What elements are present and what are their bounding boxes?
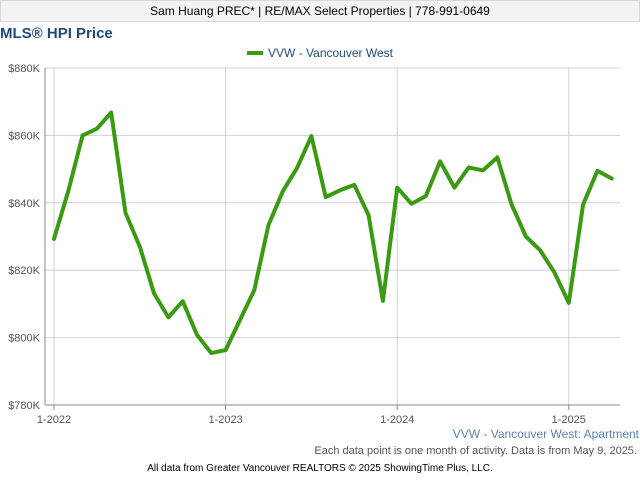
series-line — [52, 110, 614, 356]
header-text: Sam Huang PREC* | RE/MAX Select Properti… — [150, 4, 490, 18]
legend[interactable]: VVW - Vancouver West — [0, 45, 640, 61]
y-tick-label: $820K — [8, 265, 40, 277]
footer-credit: All data from Greater Vancouver REALTORS… — [147, 463, 493, 474]
x-tick-label: 1-2025 — [552, 414, 586, 426]
y-tick-label: $880K — [8, 63, 40, 75]
y-tick-label: $780K — [8, 400, 40, 412]
legend-swatch — [247, 50, 264, 55]
header-bar: Sam Huang PREC* | RE/MAX Select Properti… — [0, 0, 640, 22]
x-tick-label: 1-2023 — [208, 414, 242, 426]
y-tick-label: $860K — [8, 130, 40, 142]
y-tick-label: $840K — [8, 198, 40, 210]
x-tick-label: 1-2024 — [380, 414, 414, 426]
chart-title: MLS® HPI Price — [0, 25, 113, 42]
legend-label: VVW - Vancouver West — [268, 46, 393, 60]
data-note: Each data point is one month of activity… — [314, 445, 637, 457]
x-tick-label: 1-2022 — [37, 414, 71, 426]
series-label: VVW - Vancouver West: Apartment — [452, 427, 639, 441]
y-tick-label: $800K — [8, 333, 40, 345]
